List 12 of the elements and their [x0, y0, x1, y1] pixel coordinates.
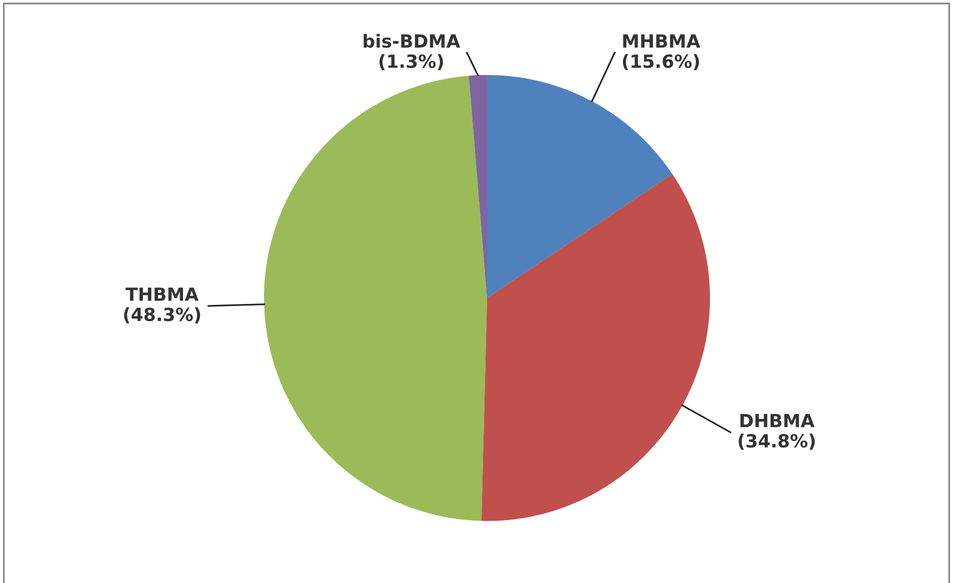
slice-label: bis-BDMA: [364, 34, 460, 48]
slice-label: DHBMA: [740, 414, 815, 428]
slice-label: MHBMA: [623, 34, 700, 48]
pie-slice: [264, 76, 487, 521]
slice-label: THBMA: [126, 288, 199, 301]
data-label: (48.3%): [124, 307, 200, 324]
pie-slice: [481, 174, 710, 521]
data-label: (15.6%): [622, 54, 699, 70]
pie-slice: [468, 75, 487, 298]
data-label: (34.8%): [738, 434, 815, 450]
pie-slice: [487, 75, 672, 298]
data-label: (1.3%): [379, 54, 443, 70]
